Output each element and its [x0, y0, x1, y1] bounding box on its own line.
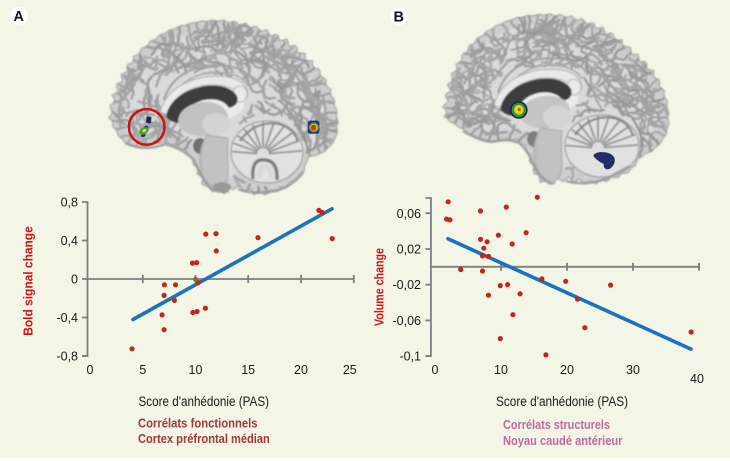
svg-text:10: 10 [494, 363, 508, 377]
svg-text:Bold signal change: Bold signal change [22, 226, 36, 336]
svg-text:0: 0 [432, 363, 439, 377]
svg-text:30: 30 [626, 363, 640, 377]
svg-text:A: A [13, 9, 24, 25]
svg-text:15: 15 [241, 363, 255, 377]
svg-text:0: 0 [71, 273, 78, 287]
svg-text:25: 25 [343, 363, 357, 377]
svg-text:-0,4: -0,4 [56, 311, 78, 325]
svg-text:0,8: 0,8 [61, 196, 78, 210]
svg-text:5: 5 [139, 363, 146, 377]
svg-text:40: 40 [690, 372, 704, 386]
svg-text:-0,8: -0,8 [56, 350, 78, 364]
svg-text:20: 20 [294, 363, 308, 377]
svg-text:Score d'anhédonie (PAS): Score d'anhédonie (PAS) [496, 394, 628, 409]
svg-text:Score d'anhédonie (PAS): Score d'anhédonie (PAS) [139, 394, 270, 409]
svg-text:0: 0 [87, 363, 94, 377]
svg-text:20: 20 [560, 363, 574, 377]
svg-text:0,06: 0,06 [397, 207, 421, 221]
svg-text:-0,1: -0,1 [399, 350, 421, 364]
svg-text:Corrélats structurels: Corrélats structurels [503, 417, 610, 432]
svg-text:-0,06: -0,06 [393, 314, 422, 328]
svg-text:Cortex préfrontal médian: Cortex préfrontal médian [138, 431, 270, 446]
svg-text:Corrélats fonctionnels: Corrélats fonctionnels [138, 416, 258, 431]
svg-text:10: 10 [189, 363, 203, 377]
svg-text:B: B [393, 9, 403, 25]
svg-text:-0,02: -0,02 [393, 278, 422, 292]
svg-text:Volume change: Volume change [373, 248, 387, 326]
svg-text:Noyau caudé antérieur: Noyau caudé antérieur [503, 433, 623, 448]
svg-text:0,4: 0,4 [61, 234, 78, 248]
svg-text:0,02: 0,02 [397, 243, 421, 257]
